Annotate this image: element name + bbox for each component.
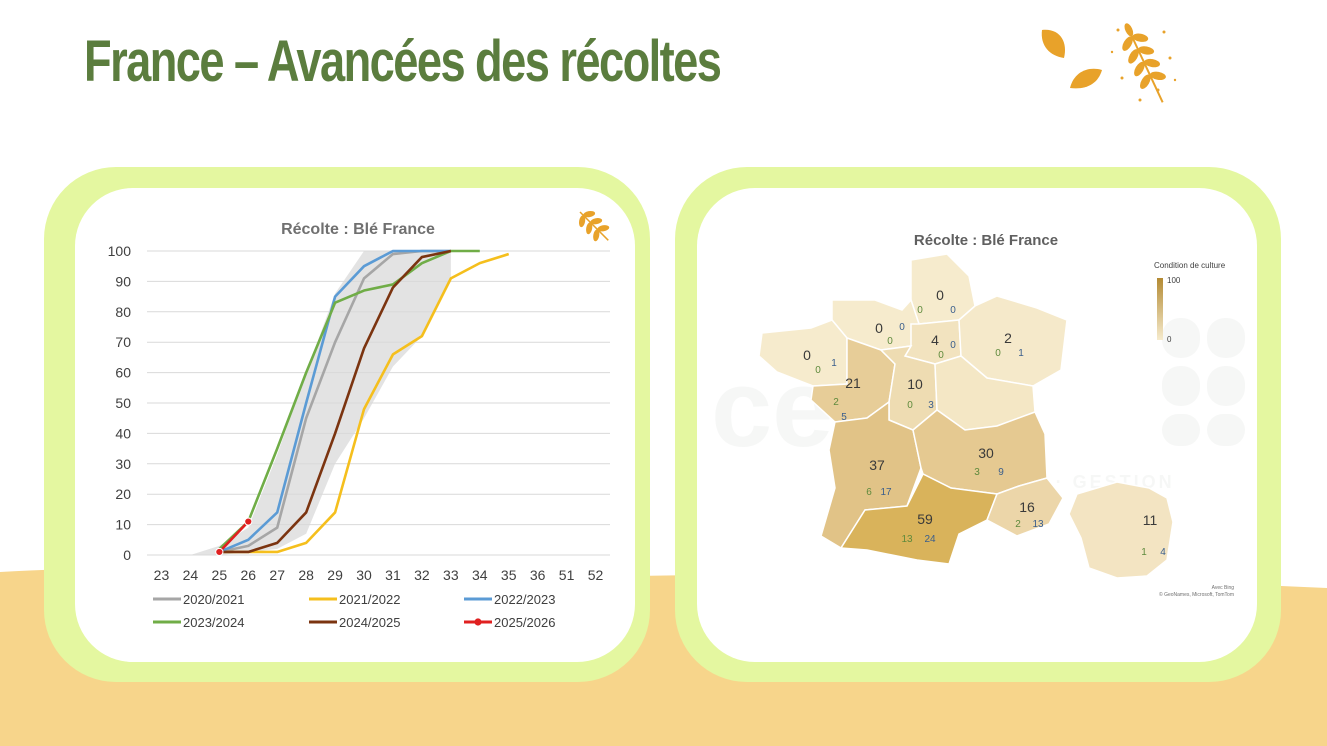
region-sub-value-a: 2 <box>1015 519 1021 530</box>
region-value: 2 <box>1004 330 1012 346</box>
region-value: 0 <box>875 320 883 336</box>
region-sub-value-b: 0 <box>950 305 956 316</box>
x-tick-label: 31 <box>385 567 401 583</box>
legend-label: 2025/2026 <box>494 615 555 630</box>
region-value: 0 <box>936 287 944 303</box>
y-tick-label: 0 <box>123 547 131 563</box>
x-tick-label: 27 <box>269 567 285 583</box>
region-sub-value-b: 3 <box>928 400 934 411</box>
region-sub-value-a: 1 <box>1141 547 1147 558</box>
region-sub-value-a: 2 <box>833 397 839 408</box>
region-value: 37 <box>869 457 885 473</box>
y-tick-label: 70 <box>115 334 131 350</box>
map-legend-scale <box>1157 278 1163 340</box>
wheat-leaves-icon <box>1041 23 1177 103</box>
y-tick-label: 90 <box>115 273 131 289</box>
y-tick-label: 80 <box>115 304 131 320</box>
region-sub-value-a: 0 <box>917 305 923 316</box>
x-tick-label: 24 <box>183 567 199 583</box>
region-sub-value-a: 6 <box>866 487 872 498</box>
region-sub-value-b: 9 <box>998 467 1004 478</box>
chart-title: Récolte : Blé France <box>281 221 435 238</box>
map-attribution-sources: © GeoNames, Microsoft, TomTom <box>1159 591 1234 598</box>
legend-label: 2020/2021 <box>183 592 244 607</box>
map-legend-title: Condition de culture <box>1154 261 1226 270</box>
series-point <box>244 517 253 526</box>
map-legend-max: 100 <box>1167 276 1181 285</box>
legend-label: 2022/2023 <box>494 592 555 607</box>
series-line <box>218 249 480 550</box>
region-value: 10 <box>907 376 923 392</box>
region-france <box>1068 481 1174 579</box>
region-sub-value-a: 0 <box>815 365 821 376</box>
y-tick-label: 20 <box>115 486 131 502</box>
region-sub-value-a: 0 <box>887 336 893 347</box>
legend-label: 2021/2022 <box>339 592 400 607</box>
region-value: 30 <box>978 445 994 461</box>
region-value: 4 <box>931 332 939 348</box>
region-sub-value-b: 13 <box>1032 519 1044 530</box>
region-sub-value-b: 0 <box>950 340 956 351</box>
region-provence-alpes-cote-d-azur <box>986 477 1064 537</box>
region-sub-value-b: 24 <box>924 534 936 545</box>
x-tick-label: 26 <box>240 567 256 583</box>
region-sub-value-a: 0 <box>907 400 913 411</box>
map-attribution-bing: Avec Bing <box>1212 585 1235 591</box>
x-tick-label: 29 <box>327 567 343 583</box>
x-tick-label: 52 <box>588 567 604 583</box>
y-tick-label: 30 <box>115 456 131 472</box>
region-sub-value-a: 0 <box>995 348 1001 359</box>
y-tick-label: 100 <box>108 243 132 259</box>
series-line <box>218 249 451 554</box>
legend-label: 2023/2024 <box>183 615 244 630</box>
x-tick-label: 25 <box>212 567 228 583</box>
x-tick-label: 30 <box>356 567 372 583</box>
x-tick-label: 34 <box>472 567 488 583</box>
region-value: 59 <box>917 511 933 527</box>
y-tick-label: 10 <box>115 517 131 533</box>
region-occitanie <box>839 472 999 565</box>
region-sub-value-b: 4 <box>1160 547 1166 558</box>
harvest-progress-chart: Récolte : Blé France 0 10 20 30 40 50 60 70 80 90… <box>108 210 610 630</box>
map-title: Récolte : Blé France <box>914 232 1058 249</box>
legend-label: 2024/2025 <box>339 615 400 630</box>
x-tick-label: 35 <box>501 567 517 583</box>
series-line <box>219 252 510 554</box>
series-point <box>215 547 224 557</box>
y-tick-label: 40 <box>115 425 131 441</box>
region-sub-value-a: 3 <box>974 467 980 478</box>
region-sub-value-b: 0 <box>899 322 905 333</box>
series-line <box>219 249 452 554</box>
region-value: 21 <box>845 375 861 391</box>
region-sub-value-a: 13 <box>901 534 913 545</box>
france-harvest-map: Récolte : Blé France cerefi AUDIT · CONS… <box>711 232 1245 598</box>
region-sub-value-b: 1 <box>831 358 837 369</box>
legend-marker <box>474 618 482 626</box>
x-tick-label: 32 <box>414 567 430 583</box>
region-sub-value-b: 17 <box>880 487 892 498</box>
series-line <box>218 520 250 553</box>
region-sub-value-a: 0 <box>938 350 944 361</box>
y-tick-label: 60 <box>115 365 131 381</box>
x-tick-label: 36 <box>530 567 546 583</box>
x-tick-label: 23 <box>154 567 170 583</box>
region-value: 11 <box>1143 512 1158 528</box>
y-tick-label: 50 <box>115 395 131 411</box>
x-tick-label: 51 <box>559 567 575 583</box>
x-tick-label: 33 <box>443 567 459 583</box>
page-title: France – Avancées des récoltes <box>84 29 722 94</box>
region-sub-value-b: 1 <box>1018 348 1024 359</box>
region-value: 16 <box>1019 499 1035 515</box>
wheat-icon <box>578 210 610 242</box>
x-tick-label: 28 <box>298 567 314 583</box>
map-legend-min: 0 <box>1167 335 1172 344</box>
region-sub-value-b: 5 <box>841 412 847 423</box>
region-value: 0 <box>803 347 811 363</box>
